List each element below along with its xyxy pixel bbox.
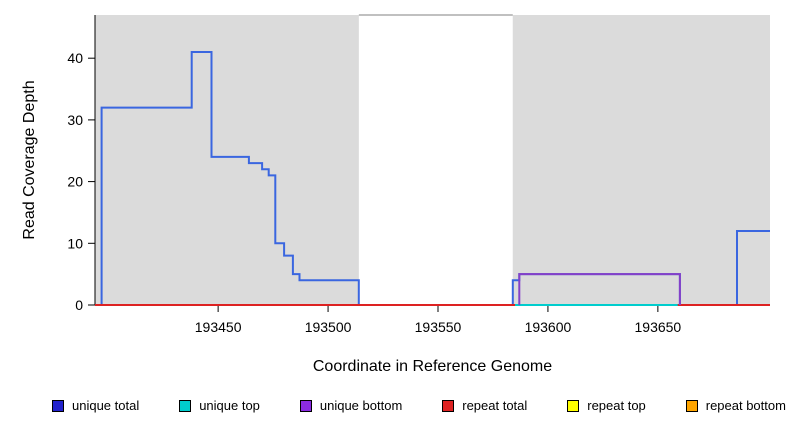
legend: unique total unique top unique bottom repea… <box>52 398 786 413</box>
legend-swatch-unique-total <box>52 399 64 412</box>
legend-label: repeat total <box>462 398 528 413</box>
legend-swatch-repeat-bottom <box>685 399 698 412</box>
legend-item-unique-top: unique top <box>179 398 260 413</box>
series-line-unique-bottom <box>518 273 681 305</box>
y-tick-label: 30 <box>67 112 83 128</box>
legend-item-repeat-total: repeat total <box>442 398 527 413</box>
legend-item-unique-total: unique total <box>52 398 139 413</box>
shaded-region <box>512 15 770 305</box>
x-tick-label: 193550 <box>415 319 462 335</box>
legend-item-repeat-top: repeat top <box>567 398 646 413</box>
x-axis-title: Coordinate in Reference Genome <box>312 358 553 375</box>
y-axis-title: Read Coverage Depth <box>21 80 38 240</box>
x-tick-label: 193500 <box>305 319 352 335</box>
shaded-region <box>95 15 359 305</box>
legend-label: unique total <box>72 398 140 413</box>
legend-label: unique top <box>199 398 260 413</box>
y-tick-label: 0 <box>75 297 83 313</box>
y-tick-label: 20 <box>67 174 83 190</box>
legend-label: unique bottom <box>319 398 403 413</box>
legend-swatch-unique-top <box>179 399 192 412</box>
legend-item-unique-bottom: unique bottom <box>299 398 403 413</box>
legend-item-repeat-bottom: repeat bottom <box>685 398 786 413</box>
y-tick-label: 40 <box>67 50 83 66</box>
x-tick-label: 193450 <box>195 319 242 335</box>
legend-swatch-repeat-total <box>442 399 455 412</box>
legend-swatch-repeat-top <box>567 399 580 412</box>
legend-label: repeat bottom <box>705 398 786 413</box>
x-tick-label: 193600 <box>525 319 572 335</box>
legend-swatch-unique-bottom <box>299 399 312 412</box>
legend-label: repeat top <box>587 398 646 413</box>
x-tick-label: 193650 <box>635 319 682 335</box>
y-tick-label: 10 <box>67 235 83 251</box>
